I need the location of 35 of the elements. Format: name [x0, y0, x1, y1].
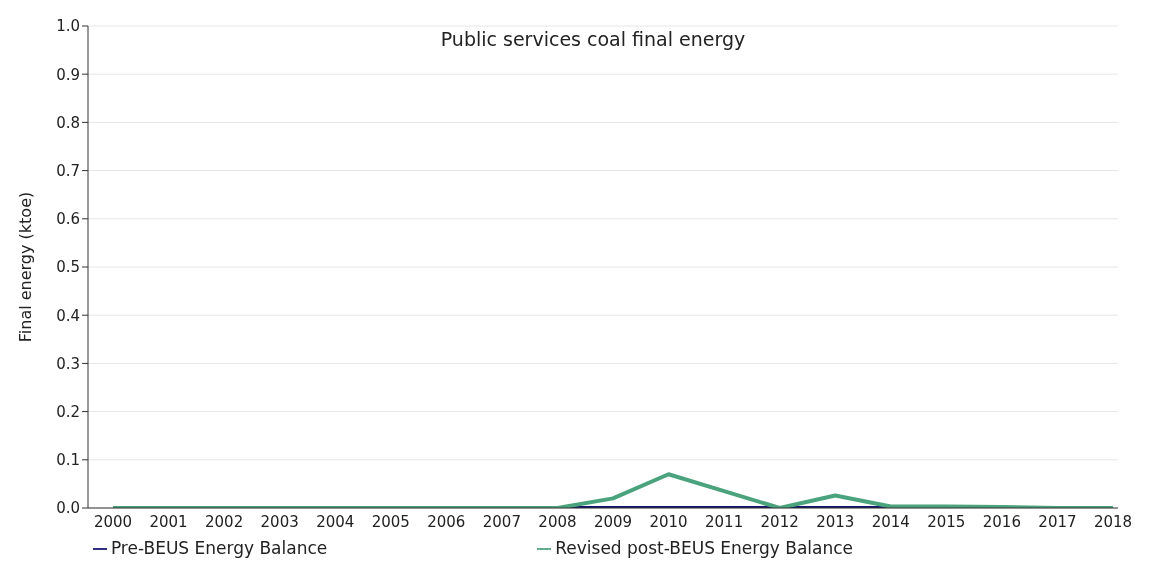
x-tick-label: 2009	[593, 512, 633, 531]
legend-label: Pre-BEUS Energy Balance	[110, 538, 328, 558]
y-tick-label: 0.8	[56, 113, 80, 132]
y-axis-title: Final energy (ktoe)	[15, 191, 35, 343]
x-tick-label: 2014	[871, 512, 910, 531]
x-tick-label: 2018	[1093, 512, 1133, 531]
x-tick-label: 2017	[1038, 512, 1077, 531]
y-tick-label: 0.6	[56, 210, 80, 229]
y-tick-label: 0.5	[56, 258, 80, 277]
line-series	[111, 472, 1115, 508]
x-tick-label: 2000	[93, 512, 133, 531]
x-tick-label: 2004	[316, 512, 355, 531]
x-tick-label: 2010	[649, 512, 688, 531]
x-tick-label: 2002	[205, 512, 244, 531]
y-tick-label: 0.0	[56, 499, 80, 518]
legend-label: Revised post-BEUS Energy Balance	[555, 538, 854, 558]
y-tick-label: 1.0	[56, 17, 80, 36]
y-tick-label: 0.9	[56, 65, 80, 84]
y-tick-label: 0.2	[56, 402, 80, 421]
chart-title: Public services coal final energy	[440, 28, 746, 50]
x-tick-label: 2005	[371, 512, 410, 531]
x-tick-label: 2016	[982, 512, 1021, 531]
x-tick-label: 2003	[260, 512, 299, 531]
x-tick-label: 2015	[927, 512, 966, 531]
x-tick-label: 2006	[427, 512, 466, 531]
y-tick-label: 0.4	[56, 306, 80, 325]
x-tick-label: 2012	[760, 512, 799, 531]
x-tick-label: 2013	[816, 512, 855, 531]
x-tick-label: 2011	[705, 512, 744, 531]
y-tick-label: 0.1	[56, 451, 80, 470]
x-tick-label: 2007	[482, 512, 521, 531]
y-tick-label: 0.7	[56, 161, 80, 180]
x-tick-label: 2001	[149, 512, 188, 531]
x-tick-label: 2008	[538, 512, 577, 531]
y-tick-label: 0.3	[56, 354, 80, 373]
